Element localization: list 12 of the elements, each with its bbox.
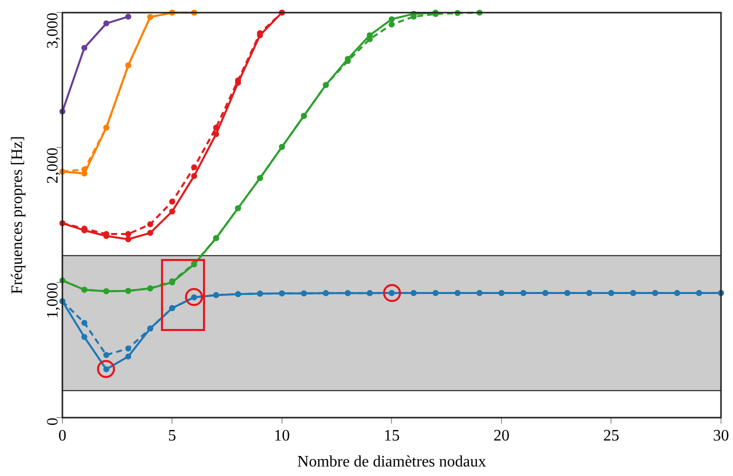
y-axis-title: Fréquences propres [Hz]	[8, 136, 26, 294]
x-tick-label: 30	[713, 427, 729, 444]
x-tick-label: 25	[603, 427, 620, 444]
y-tick-label: 0	[44, 418, 62, 426]
x-tick-label: 10	[274, 427, 290, 444]
x-axis-title: Nombre de diamètres nodaux	[297, 454, 486, 471]
x-tick-label: 5	[168, 427, 176, 444]
y-tick-label: 3,000	[44, 12, 62, 49]
x-tick-label: 20	[493, 427, 510, 444]
y-tick-label: 1,000	[44, 282, 62, 319]
x-tick-label: 15	[384, 427, 400, 444]
y-tick-label: 2,000	[44, 148, 62, 184]
